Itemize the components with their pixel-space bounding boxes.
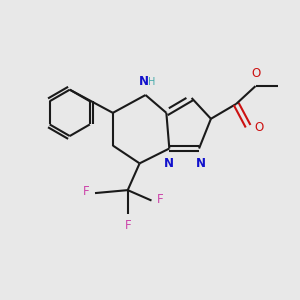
Text: H: H xyxy=(148,77,156,87)
Text: N: N xyxy=(164,157,174,170)
Text: F: F xyxy=(157,193,164,206)
Text: O: O xyxy=(254,121,263,134)
Text: O: O xyxy=(251,67,260,80)
Text: N: N xyxy=(139,76,149,88)
Text: N: N xyxy=(196,157,206,170)
Text: F: F xyxy=(83,185,90,198)
Text: F: F xyxy=(124,219,131,232)
